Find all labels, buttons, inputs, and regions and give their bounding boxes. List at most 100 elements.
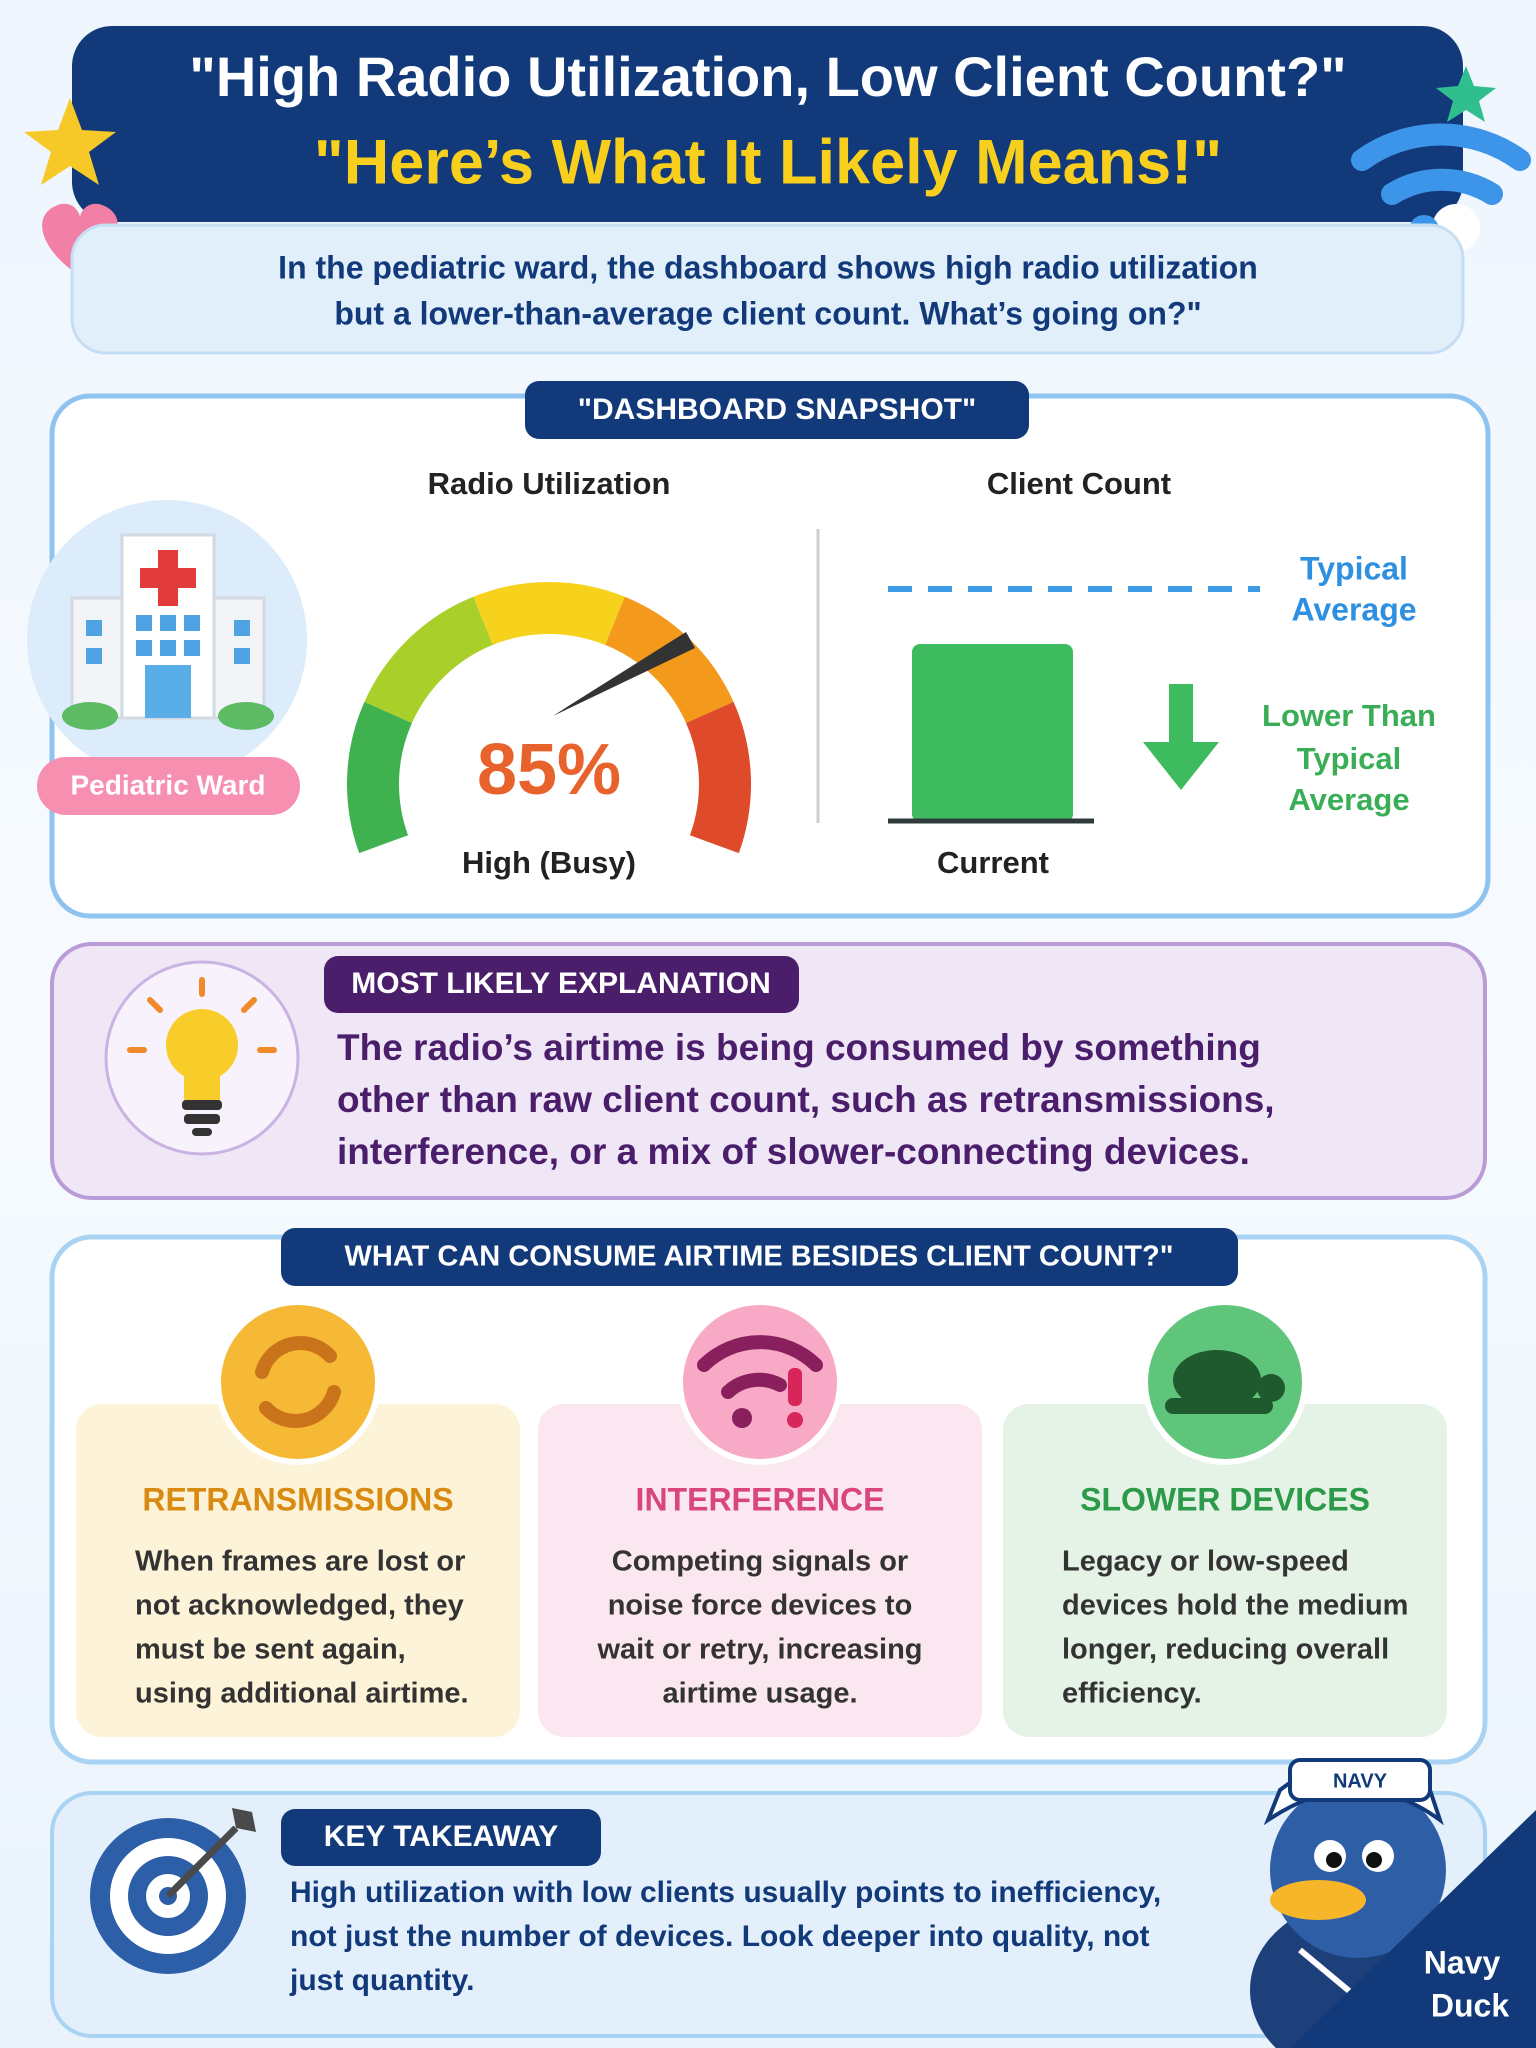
- current-bar: [912, 644, 1073, 822]
- gauge-segment: [364, 596, 494, 724]
- down-arrow: [1143, 684, 1219, 790]
- cause-card: [76, 1404, 520, 1737]
- cause-line: Legacy or low-speed: [1062, 1546, 1349, 1578]
- explanation-line: The radio’s airtime is being consumed by…: [337, 1027, 1261, 1068]
- cause-line: using additional airtime.: [135, 1678, 469, 1710]
- title: "High Radio Utilization, Low Client Coun…: [189, 45, 1346, 108]
- icon-part: [165, 1825, 239, 1899]
- brand-label: Navy: [1424, 1944, 1501, 1980]
- cause-line: noise force devices to: [608, 1590, 913, 1622]
- cause-title: RETRANSMISSIONS: [142, 1481, 453, 1517]
- icon-part: [234, 648, 250, 664]
- takeaway-line: not just the number of devices. Look dee…: [290, 1920, 1150, 1953]
- gauge-segment: [685, 701, 751, 854]
- note-label: Typical: [1297, 741, 1402, 776]
- icon-part: [1351, 123, 1531, 171]
- explanation-line: interference, or a mix of slower-connect…: [337, 1131, 1250, 1172]
- icon-part: [241, 997, 257, 1013]
- clients-title: Client Count: [987, 466, 1171, 501]
- icon-part: [184, 640, 200, 656]
- takeaway-tag: KEY TAKEAWAY: [324, 1820, 559, 1853]
- cause-icon: [721, 1372, 787, 1399]
- location-label: Pediatric Ward: [70, 769, 265, 800]
- intro-line: In the pediatric ward, the dashboard sho…: [278, 249, 1258, 285]
- star-icon: [24, 98, 116, 185]
- icon-part: [234, 620, 250, 636]
- icon-part: [184, 1114, 220, 1124]
- cause-icon: [697, 1335, 823, 1372]
- cause-line: must be sent again,: [135, 1634, 406, 1666]
- cause-icon: [255, 1336, 337, 1379]
- gauge-title: Radio Utilization: [428, 466, 671, 501]
- cause-title: INTERFERENCE: [636, 1481, 885, 1517]
- icon-part: [1366, 1852, 1382, 1868]
- cause-icon-circle: [215, 1299, 381, 1465]
- icon-part: [1270, 1880, 1366, 1920]
- causes-tag: WHAT CAN CONSUME AIRTIME BESIDES CLIENT …: [345, 1241, 1174, 1273]
- cause-line: longer, reducing overall: [1062, 1634, 1389, 1666]
- cause-line: devices hold the medium: [1062, 1590, 1408, 1622]
- cause-line: efficiency.: [1062, 1678, 1202, 1710]
- cause-card: [538, 1404, 982, 1737]
- gauge-needle: [553, 632, 695, 716]
- icon-part: [160, 615, 176, 631]
- hat-label: NAVY: [1333, 1770, 1388, 1792]
- brand-corner: [1290, 1810, 1536, 2048]
- hospital-icon: [27, 500, 307, 780]
- icon-part: [184, 615, 200, 631]
- icon-part: [160, 640, 176, 656]
- gauge-segment: [347, 701, 413, 854]
- icon-part: [140, 568, 196, 588]
- intro-box: [70, 223, 1465, 355]
- causes-tag-box: [281, 1228, 1238, 1286]
- gauge-segment: [473, 582, 625, 646]
- icon-part: [218, 702, 274, 730]
- icon-part: [1326, 1852, 1342, 1868]
- cause-icon: [1257, 1374, 1285, 1402]
- cause-icon: [788, 1368, 802, 1406]
- average-label: Typical: [1300, 550, 1408, 586]
- cause-icon: [259, 1385, 341, 1428]
- icon-part: [184, 1074, 220, 1104]
- cause-line: Competing signals or: [612, 1546, 908, 1578]
- icon-part: [1381, 168, 1503, 205]
- icon-part: [86, 648, 102, 664]
- cause-icon: [732, 1408, 752, 1428]
- icon-part: [232, 1808, 256, 1832]
- cause-icon: [1165, 1398, 1273, 1414]
- icon-part: [145, 665, 191, 718]
- cause-line: wait or retry, increasing: [596, 1634, 922, 1666]
- takeaway-line: just quantity.: [289, 1964, 474, 1997]
- icon-part: [136, 640, 152, 656]
- subtitle: "Here’s What It Likely Means!": [314, 128, 1222, 198]
- cause-cards: RETRANSMISSIONS When frames are lost or no…: [76, 1299, 1447, 1737]
- gauge-status: High (Busy): [462, 845, 636, 880]
- target-icon: [90, 1808, 256, 1974]
- cause-title: SLOWER DEVICES: [1080, 1481, 1370, 1517]
- icon-part: [62, 702, 118, 730]
- explanation-tag-box: [324, 956, 799, 1013]
- snapshot-tag-box: [525, 381, 1029, 439]
- header-box: [72, 26, 1463, 222]
- cause-line: not acknowledged, they: [135, 1590, 464, 1622]
- bulb-icon: [104, 960, 300, 1156]
- intro-line: but a lower-than-average client count. W…: [334, 295, 1201, 331]
- brand-label: Duck: [1431, 1987, 1509, 2023]
- cause-line: When frames are lost or: [135, 1546, 465, 1578]
- icon-part: [182, 1100, 222, 1110]
- explanation-tag: MOST LIKELY EXPLANATION: [351, 967, 771, 1000]
- takeaway-line: High utilization with low clients usuall…: [290, 1876, 1161, 1909]
- note-label: Average: [1288, 782, 1409, 817]
- icon-part: [192, 1128, 212, 1136]
- location-pill: [37, 757, 300, 815]
- cause-line: airtime usage.: [662, 1678, 857, 1710]
- star-icon: [1436, 66, 1496, 122]
- note-label: Lower Than: [1262, 698, 1436, 733]
- icon-part: [86, 620, 102, 636]
- snapshot-tag: "DASHBOARD SNAPSHOT": [578, 393, 976, 426]
- gauge: [347, 582, 751, 854]
- icon-part: [136, 615, 152, 631]
